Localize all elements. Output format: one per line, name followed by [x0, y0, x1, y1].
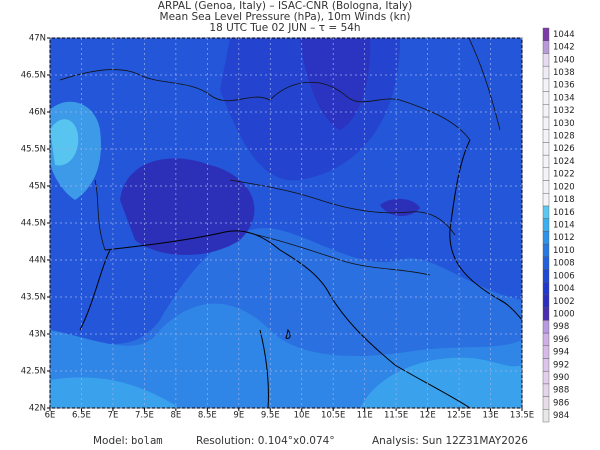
colorbar-label: 1036	[553, 81, 575, 91]
footer-model-label: Model:	[93, 435, 128, 447]
header-line: ARPAL (Genoa, Italy) – ISAC-CNR (Bologna…	[158, 0, 412, 12]
header-line: 18 UTC Tue 02 JUN – τ = 54h	[209, 22, 360, 34]
colorbar-label: 1004	[553, 284, 575, 294]
colorbar-swatch	[542, 370, 550, 385]
colorbar-swatch	[542, 65, 550, 80]
colorbar-swatch	[542, 396, 550, 410]
y-tick-label: 47N	[29, 34, 46, 44]
x-tick-label: 11E	[357, 411, 373, 421]
x-tick-label: 7E	[108, 411, 119, 421]
colorbar-swatch	[542, 320, 550, 334]
colorbar-label: 1028	[553, 132, 575, 142]
colorbar-swatch	[542, 383, 550, 397]
colorbar-label: 998	[553, 322, 569, 332]
x-tick-label: 6E	[45, 411, 56, 421]
colorbar-swatch	[542, 205, 550, 219]
colorbar-label: 1030	[553, 119, 575, 129]
colorbar-swatch	[542, 116, 550, 130]
colorbar-swatch	[542, 142, 550, 156]
x-tick-label: 9.5E	[261, 411, 280, 421]
colorbar-label: 1044	[553, 30, 575, 40]
y-tick-label: 42N	[29, 404, 46, 414]
x-tick-label: 12.5E	[447, 411, 471, 421]
x-tick-label: 6.5E	[72, 411, 91, 421]
colorbar-label: 1034	[553, 93, 575, 103]
colorbar-swatch	[542, 78, 550, 92]
y-tick-label: 45N	[29, 182, 46, 192]
colorbar-label: 1026	[553, 144, 575, 154]
colorbar-label: 1016	[553, 208, 575, 218]
colorbar-label: 990	[553, 373, 569, 383]
colorbar-label: 996	[553, 335, 569, 345]
colorbar-swatch	[542, 27, 550, 41]
colorbar-label: 1040	[553, 55, 575, 65]
colorbar-swatch	[542, 345, 550, 359]
colorbar-label: 1008	[553, 259, 575, 269]
colorbar-label: 1032	[553, 106, 575, 116]
colorbar-swatch	[542, 358, 550, 372]
colorbar-swatch	[542, 40, 550, 54]
colorbar-label: 994	[553, 348, 569, 358]
colorbar-label: 1006	[553, 271, 575, 281]
footer-model: bolam	[131, 435, 163, 447]
x-tick-label: 13E	[482, 411, 498, 421]
colorbar-label: 1002	[553, 297, 575, 307]
colorbar-swatch	[542, 409, 550, 423]
colorbar-label: 986	[553, 398, 569, 408]
x-tick-label: 11.5E	[384, 411, 408, 421]
header-line: Mean Sea Level Pressure (hPa), 10m Winds…	[160, 11, 411, 23]
colorbar-swatch	[542, 218, 550, 232]
colorbar-swatch	[542, 256, 550, 270]
colorbar-swatch	[542, 180, 550, 194]
colorbar-label: 1018	[553, 195, 575, 205]
colorbar-label: 1024	[553, 157, 575, 167]
y-tick-label: 44N	[29, 256, 46, 266]
y-tick-label: 46.5N	[21, 71, 46, 81]
x-tick-label: 8.5E	[198, 411, 217, 421]
colorbar-swatch	[542, 307, 550, 321]
colorbar-swatch	[542, 243, 550, 257]
y-tick-label: 45.5N	[21, 145, 46, 155]
colorbar-label: 1042	[553, 43, 575, 53]
colorbar-swatch	[542, 167, 550, 181]
colorbar-swatch	[542, 231, 550, 245]
x-tick-label: 12E	[420, 411, 436, 421]
colorbar-label: 1000	[553, 309, 575, 319]
colorbar-swatch	[542, 269, 550, 283]
colorbar-swatch	[542, 294, 550, 308]
colorbar-label: 1014	[553, 221, 575, 231]
footer-analysis: Analysis: Sun 12Z31MAY2026	[372, 435, 528, 447]
x-tick-label: 10E	[294, 411, 310, 421]
colorbar-label: 1020	[553, 182, 575, 192]
colorbar-label: 1012	[553, 233, 575, 243]
colorbar-label: 1022	[553, 170, 575, 180]
colorbar-swatch	[542, 91, 550, 105]
x-tick-label: 10.5E	[321, 411, 345, 421]
colorbar-swatch	[542, 53, 550, 67]
map-field	[50, 38, 522, 408]
y-tick-label: 44.5N	[21, 219, 46, 229]
colorbar-swatch	[542, 154, 550, 169]
colorbar-label: 984	[553, 411, 569, 421]
colorbar-label: 992	[553, 360, 569, 370]
colorbar-label: 988	[553, 386, 569, 396]
colorbar-label: 1038	[553, 68, 575, 78]
y-tick-label: 46N	[29, 108, 46, 118]
y-tick-label: 43.5N	[21, 293, 46, 303]
colorbar-swatch	[542, 281, 550, 296]
colorbar-swatch	[542, 129, 550, 143]
x-tick-label: 7.5E	[135, 411, 154, 421]
colorbar-swatch	[542, 193, 550, 207]
footer-resolution: Resolution: 0.104°x0.074°	[196, 435, 335, 447]
y-tick-label: 42.5N	[21, 367, 46, 377]
x-tick-label: 9E	[233, 411, 244, 421]
x-tick-label: 13.5E	[510, 411, 534, 421]
colorbar-swatch	[542, 104, 550, 118]
x-tick-label: 8E	[170, 411, 181, 421]
colorbar-swatch	[542, 332, 550, 346]
y-tick-label: 43N	[29, 330, 46, 340]
colorbar-label: 1010	[553, 246, 575, 256]
